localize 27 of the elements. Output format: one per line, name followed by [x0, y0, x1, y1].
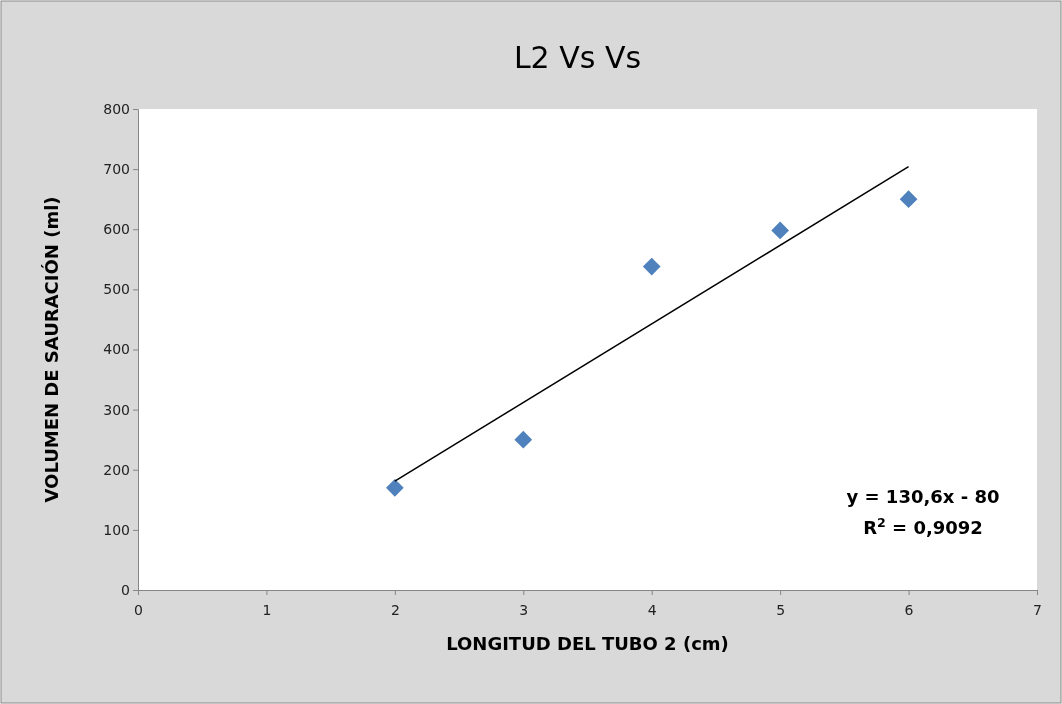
y-tick-label: 300: [103, 401, 130, 418]
x-tick-label: 5: [776, 601, 786, 618]
y-tick-label: 200: [103, 461, 130, 478]
point: [386, 478, 404, 497]
point: [771, 221, 789, 240]
x-tick-label: 1: [262, 601, 272, 618]
x-tick-label: 4: [647, 601, 657, 618]
x-axis-title: LONGITUD DEL TUBO 2 (cm): [446, 633, 729, 654]
y-tick-label: 500: [103, 281, 130, 298]
y-tick-label: 0: [121, 581, 130, 598]
y-tick-label: 700: [103, 161, 130, 178]
point: [514, 430, 533, 449]
x-tick-label: 2: [390, 601, 400, 618]
x-tick-label: 3: [519, 601, 529, 618]
x-tick-label: 0: [134, 601, 143, 618]
point: [899, 190, 918, 209]
y-tick-label: 400: [103, 341, 130, 358]
y-tick-label: 100: [103, 521, 130, 538]
y-tick-label: 800: [103, 100, 130, 117]
y-axis-title: VOLUMEN DE SAURACIÓN (ml): [41, 196, 62, 503]
x-tick-label: 7: [1033, 601, 1042, 618]
annotation: R$^{2}$ = 0,9092: [863, 514, 983, 538]
y-tick-label: 600: [103, 221, 130, 238]
x-tick-label: 6: [904, 601, 914, 618]
point: [642, 257, 661, 276]
annotation: y = 130,6x - 80: [846, 486, 1000, 507]
chart-title: L2 Vs Vs: [513, 40, 642, 75]
